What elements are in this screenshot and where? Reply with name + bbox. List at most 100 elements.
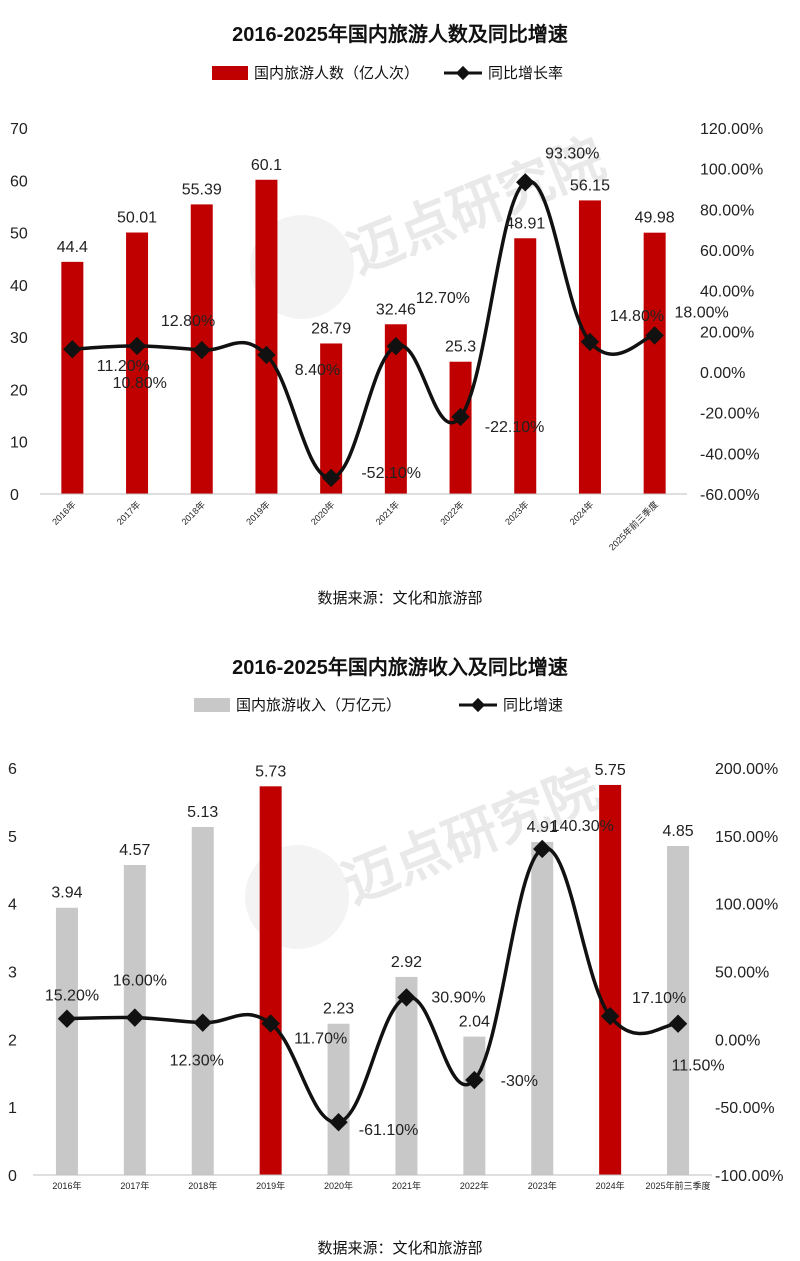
y-right-tick: 50.00%: [715, 965, 769, 982]
y-right-tick: 0.00%: [715, 1032, 760, 1049]
legend-label-line: 同比增长率: [488, 65, 563, 82]
bar-value-label: 60.1: [251, 157, 282, 174]
x-tick-label: 2017年: [114, 499, 142, 527]
bar: [643, 232, 666, 494]
bar-value-label: 55.39: [182, 181, 222, 198]
x-tick-label: 2016年: [49, 499, 77, 527]
line-point: [533, 839, 552, 859]
bar-value-label: 4.57: [119, 842, 150, 859]
line-value-label: -61.10%: [359, 1122, 419, 1139]
line-value-label: 10.80%: [113, 375, 167, 392]
line-value-label: -52.10%: [361, 465, 421, 482]
y-right-tick: -50.00%: [715, 1100, 775, 1117]
bar-value-label: 44.4: [57, 239, 88, 256]
y-left-tick: 1: [8, 1100, 17, 1117]
y-right-tick: 120.00%: [700, 121, 763, 138]
x-tick-label: 2020年: [308, 499, 336, 527]
bar-value-label: 28.79: [311, 320, 351, 337]
data-source: 数据来源：文化和旅游部: [317, 1240, 483, 1257]
bar: [191, 827, 214, 1175]
y-right-tick: -100.00%: [715, 1168, 784, 1185]
data-source: 数据来源：文化和旅游部: [317, 590, 483, 607]
bar-value-label: 5.75: [595, 762, 626, 779]
y-right-tick: 40.00%: [700, 284, 754, 301]
bar-value-label: 49.98: [635, 210, 675, 227]
line-point: [192, 340, 211, 360]
line-value-label: 93.30%: [545, 145, 599, 162]
legend-label-bar: 国内旅游收入（万亿元）: [236, 697, 401, 714]
line-value-label: -30%: [501, 1073, 538, 1090]
y-right-tick: 150.00%: [715, 829, 778, 846]
line-point: [261, 1014, 280, 1033]
bar: [320, 343, 343, 494]
legend-swatch-bar: [194, 698, 230, 712]
watermark-text: 迈点研究院: [335, 758, 608, 915]
line-value-label: 140.30%: [551, 818, 614, 835]
y-left-tick: 10: [10, 435, 28, 452]
y-right-tick: 60.00%: [700, 243, 754, 260]
y-right-tick: -40.00%: [700, 446, 760, 463]
bar-value-label: 2.92: [391, 954, 422, 971]
x-tick-label: 2018年: [188, 1180, 217, 1191]
legend-marker-line: [455, 65, 471, 81]
bar: [259, 786, 282, 1175]
line-point: [451, 407, 470, 427]
bar-value-label: 48.91: [505, 215, 545, 232]
y-right-tick: 100.00%: [715, 897, 778, 914]
x-tick-label: 2019年: [256, 1180, 285, 1191]
bar: [126, 232, 149, 494]
y-right-tick: 200.00%: [715, 761, 778, 778]
bar-value-label: 3.94: [51, 885, 82, 902]
bar-value-label: 2.04: [459, 1014, 490, 1031]
bar-value-label: 25.3: [445, 339, 476, 356]
bar: [531, 841, 554, 1175]
y-right-tick: 20.00%: [700, 324, 754, 341]
bar-value-label: 32.46: [376, 301, 416, 318]
x-tick-label: 2023年: [502, 499, 530, 527]
y-left-tick: 30: [10, 330, 28, 347]
line-point: [580, 332, 600, 352]
chart-title: 2016-2025年国内旅游人数及同比增速: [232, 24, 568, 46]
bar-value-label: 56.15: [570, 177, 610, 194]
y-left-tick: 0: [8, 1168, 17, 1185]
x-tick-label: 2020年: [324, 1180, 353, 1191]
chart-title: 2016-2025年国内旅游收入及同比增速: [232, 657, 568, 679]
x-tick-label: 2017年: [120, 1180, 149, 1191]
x-tick-label: 2022年: [438, 499, 466, 527]
line-point: [63, 340, 82, 359]
line-value-label: 12.70%: [416, 290, 470, 307]
y-left-tick: 3: [8, 965, 17, 982]
x-tick-label: 2025年前三季度: [646, 1180, 711, 1191]
x-tick-label: 2023年: [528, 1180, 557, 1191]
y-left-tick: 5: [8, 829, 17, 846]
bar: [599, 784, 622, 1175]
line-value-label: 17.10%: [632, 990, 686, 1007]
line-value-label: 18.00%: [675, 304, 729, 321]
line-value-label: 30.90%: [431, 989, 485, 1006]
x-tick-label: 2019年: [244, 499, 272, 527]
y-left-tick: 6: [8, 761, 17, 778]
bar-value-label: 5.73: [255, 763, 286, 780]
y-right-tick: -60.00%: [700, 487, 760, 504]
line-point: [645, 326, 664, 345]
line-value-label: 11.70%: [294, 1030, 347, 1047]
x-tick-label: 2018年: [179, 499, 207, 527]
bar-value-label: 50.01: [117, 210, 157, 227]
bar: [463, 1036, 486, 1175]
line-point: [321, 468, 341, 488]
y-left-tick: 2: [8, 1032, 17, 1049]
line-point: [600, 1006, 620, 1026]
y-left-tick: 50: [10, 226, 28, 243]
line-value-label: -22.10%: [485, 419, 545, 436]
line-value-label: 8.40%: [295, 362, 340, 379]
legend-swatch-bar: [212, 66, 248, 80]
y-right-tick: 100.00%: [700, 162, 763, 179]
line-point: [516, 173, 535, 192]
bar-value-label: 5.13: [187, 804, 218, 821]
legend-marker-line: [470, 697, 486, 713]
x-tick-label: 2024年: [596, 1180, 625, 1191]
bar: [255, 179, 278, 494]
legend-label-bar: 国内旅游人数（亿人次）: [254, 65, 419, 82]
bar: [327, 1023, 350, 1175]
